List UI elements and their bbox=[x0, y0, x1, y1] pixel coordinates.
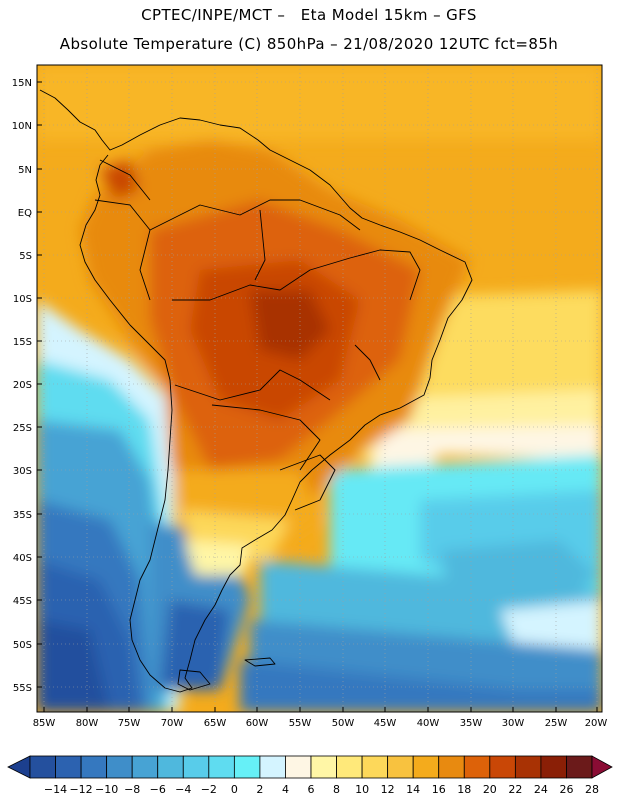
color-bar-swatch bbox=[310, 755, 337, 779]
color-bar-swatch bbox=[514, 755, 542, 779]
coastlines bbox=[39, 89, 473, 693]
color-bar-swatch bbox=[387, 755, 414, 779]
color-bar-swatch bbox=[361, 755, 389, 779]
color-bar-label: −2 bbox=[201, 783, 217, 796]
color-bar-label: −10 bbox=[95, 783, 118, 796]
lon-label: 45W bbox=[374, 718, 397, 729]
color-bar-swatch bbox=[182, 755, 210, 779]
lat-label: 40S bbox=[13, 553, 32, 564]
color-bar-label: 26 bbox=[559, 783, 573, 796]
lat-label: 30S bbox=[13, 466, 32, 477]
lon-label: 55W bbox=[289, 718, 312, 729]
color-bar-swatch bbox=[55, 755, 82, 779]
color-bar-label: −12 bbox=[69, 783, 92, 796]
color-bar-label: 10 bbox=[355, 783, 369, 796]
color-bar-label: 14 bbox=[406, 783, 420, 796]
lat-label: 5S bbox=[19, 251, 32, 262]
lon-label: 35W bbox=[460, 718, 483, 729]
lon-label: 70W bbox=[161, 718, 184, 729]
color-bar-swatch bbox=[489, 755, 516, 779]
color-bar-label: 4 bbox=[282, 783, 289, 796]
lat-label: 15S bbox=[13, 337, 32, 348]
lon-label: 40W bbox=[417, 718, 440, 729]
lon-label: 25W bbox=[545, 718, 568, 729]
color-bar-swatch bbox=[259, 755, 286, 779]
lat-label: 15N bbox=[12, 78, 32, 89]
map-frame bbox=[36, 64, 603, 713]
lat-label: 10N bbox=[12, 121, 32, 132]
lat-label: 35S bbox=[13, 510, 32, 521]
color-bar-high-arrow bbox=[591, 755, 613, 779]
color-bar-label: 22 bbox=[508, 783, 522, 796]
longitude-labels: 85W 80W 75W 70W 65W 60W 55W 50W 45W 40W … bbox=[33, 718, 608, 729]
color-bar-swatch bbox=[233, 755, 261, 779]
color-bar-label: 24 bbox=[534, 783, 548, 796]
lon-label: 75W bbox=[118, 718, 141, 729]
lat-label: 50S bbox=[13, 640, 32, 651]
color-bar-swatch bbox=[566, 755, 593, 779]
color-bar-label: 28 bbox=[585, 783, 599, 796]
color-bar-swatch bbox=[131, 755, 159, 779]
chart-title-line-1: CPTEC/INPE/MCT – Eta Model 15km – GFS bbox=[141, 6, 477, 24]
lat-label: 55S bbox=[13, 683, 32, 694]
color-bar bbox=[7, 755, 613, 779]
lat-label: 45S bbox=[13, 596, 32, 607]
lat-label: 20S bbox=[13, 380, 32, 391]
color-bar-swatch bbox=[336, 755, 363, 779]
color-bar-swatch bbox=[285, 755, 312, 779]
color-bar-label: −4 bbox=[175, 783, 191, 796]
color-bar-label: 2 bbox=[256, 783, 263, 796]
color-bar-swatch bbox=[412, 755, 440, 779]
lon-label: 30W bbox=[502, 718, 525, 729]
color-bar-label: −6 bbox=[150, 783, 166, 796]
color-bar-swatch bbox=[29, 755, 56, 779]
lon-label: 80W bbox=[76, 718, 99, 729]
color-bar-label: −14 bbox=[44, 783, 67, 796]
color-bar-swatch bbox=[463, 755, 491, 779]
lat-label: 5N bbox=[18, 165, 32, 176]
lon-label: 50W bbox=[332, 718, 355, 729]
lat-label: 25S bbox=[13, 423, 32, 434]
lon-label: 20W bbox=[585, 718, 608, 729]
color-bar-label: 12 bbox=[381, 783, 395, 796]
lat-label: EQ bbox=[18, 208, 32, 219]
chart-title-line-2: Absolute Temperature (C) 850hPa – 21/08/… bbox=[59, 35, 559, 53]
color-bar-swatch bbox=[540, 755, 567, 779]
color-bar-swatch bbox=[106, 755, 133, 779]
color-bar-label: 18 bbox=[457, 783, 471, 796]
color-bar-labels: −14 −12 −10 −8 −6 −4 −2 0 2 4 6 8 10 12 14 16 18 20 22 24 26… bbox=[44, 783, 599, 796]
color-bar-label: 8 bbox=[333, 783, 340, 796]
color-bar-label: 6 bbox=[308, 783, 315, 796]
color-bar-swatch bbox=[208, 755, 235, 779]
color-bar-swatch bbox=[438, 755, 465, 779]
lon-label: 65W bbox=[204, 718, 227, 729]
lat-label: 10S bbox=[13, 294, 32, 305]
color-bar-label: 16 bbox=[432, 783, 446, 796]
temperature-field bbox=[37, 65, 602, 712]
lon-label: 85W bbox=[33, 718, 56, 729]
color-bar-low-arrow bbox=[7, 755, 31, 779]
color-bar-label: 20 bbox=[483, 783, 497, 796]
color-bar-label: −8 bbox=[124, 783, 140, 796]
lon-label: 60W bbox=[246, 718, 269, 729]
color-bar-swatch bbox=[80, 755, 108, 779]
latitude-labels: 15N 10N 5N EQ 5S 10S 15S 20S 25S 30S 35S… bbox=[12, 78, 32, 694]
color-bar-swatch bbox=[157, 755, 184, 779]
color-bar-label: 0 bbox=[231, 783, 238, 796]
frame-ticks bbox=[37, 81, 598, 712]
